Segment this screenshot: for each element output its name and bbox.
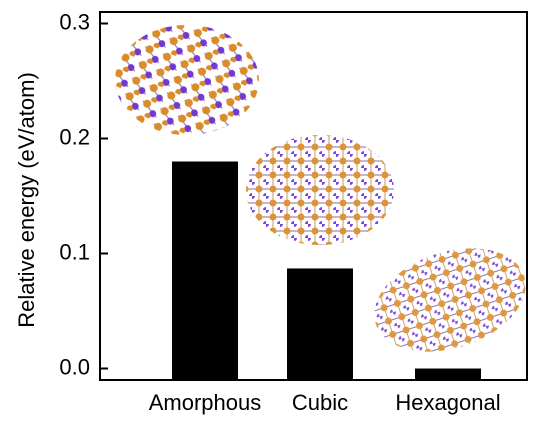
y-tick-label: 0.2 (59, 124, 90, 149)
bar (172, 162, 238, 381)
chart: Relative energy (eV/atom) 0.0 0.1 0.2 0.3 Am… (0, 0, 536, 421)
x-tick-label: Hexagonal (395, 390, 500, 415)
x-tick-label: Cubic (292, 390, 348, 415)
x-tick-label: Amorphous (149, 390, 262, 415)
y-tick-label: 0.0 (59, 354, 90, 379)
bar (415, 369, 481, 381)
bar (287, 268, 353, 380)
y-tick-label: 0.1 (59, 239, 90, 264)
y-axis-label: Relative energy (eV/atom) (14, 72, 39, 328)
y-tick-label: 0.3 (59, 9, 90, 34)
